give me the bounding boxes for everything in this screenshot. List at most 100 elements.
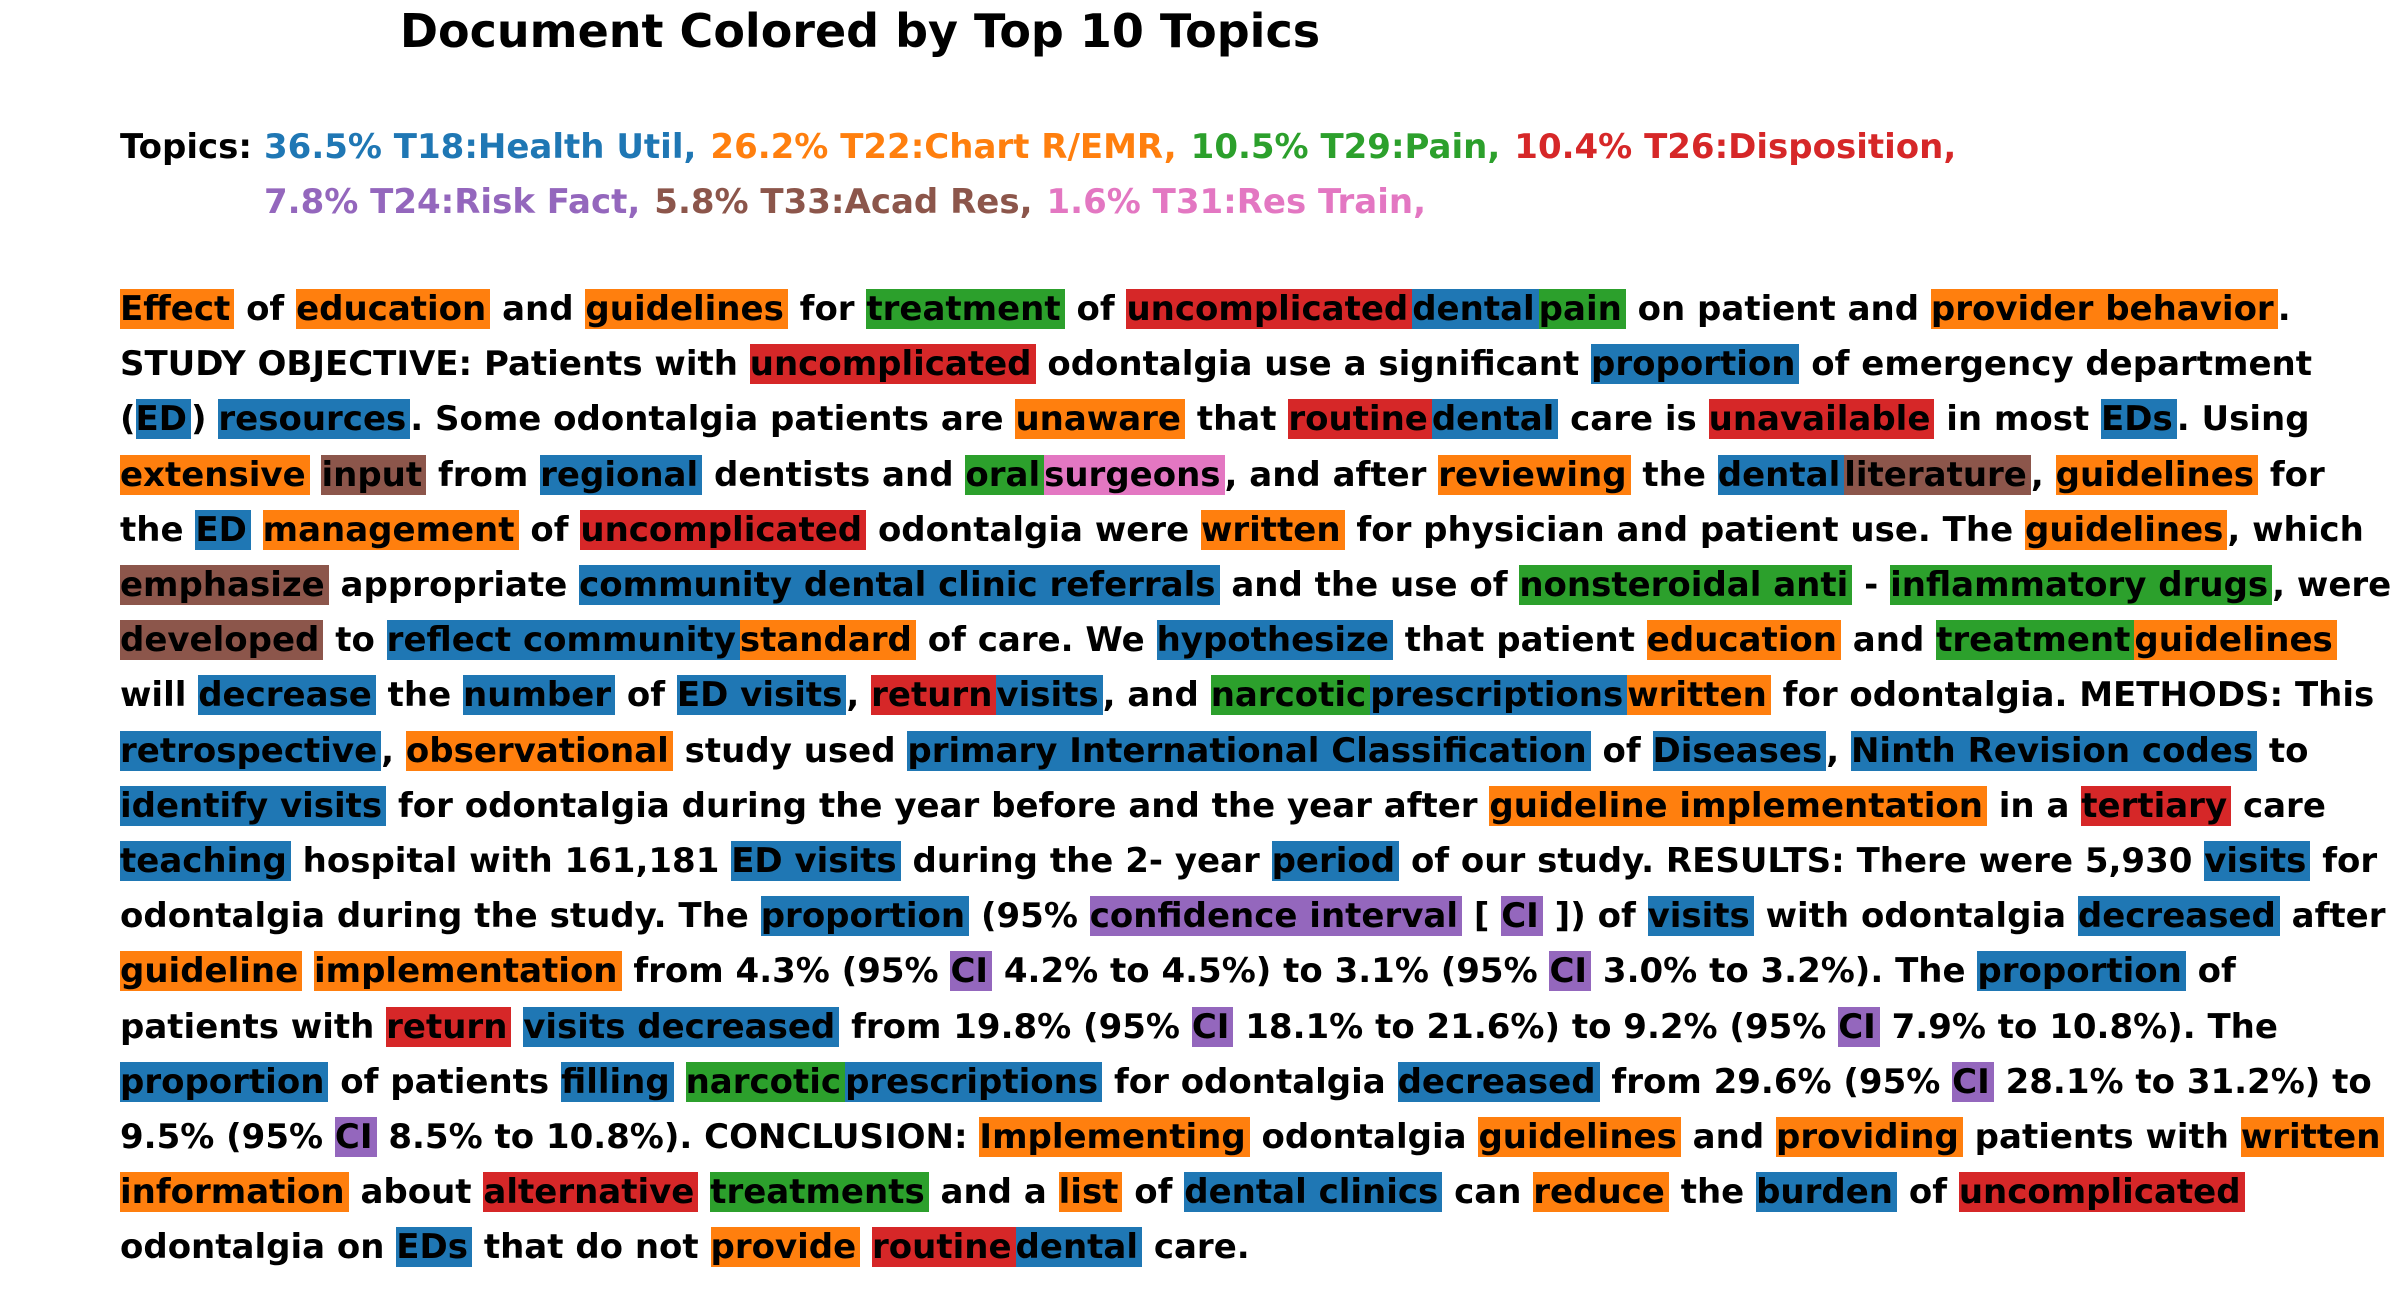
topic-highlight-orange: guidelines [2055,454,2259,495]
plain-text: of [615,675,677,716]
topic-highlight-blue: dental [1412,289,1539,329]
topic-highlight-purple: CI [1952,1061,1994,1102]
plain-text: . STUDY OBJECTIVE: Patients with [120,289,2291,385]
plain-text: of [234,289,297,329]
topic-highlight-green: pain [1538,289,1626,329]
topics-legend: Topics: 36.5% T18:Health Util, 26.2% T22:… [120,120,2350,230]
topic-highlight-orange: unaware [1015,399,1185,440]
plain-text: and a [928,1172,1059,1213]
plain-text: from [426,454,541,495]
topic-highlight-orange: guidelines [2134,620,2337,661]
plain-text [302,951,314,991]
topic-highlight-red: uncomplicated [1126,289,1413,329]
topic-highlight-blue: EDs [2101,399,2177,440]
topic-highlight-blue: burden [1756,1172,1897,1213]
plain-text: , [846,675,872,716]
topic-highlight-brown: literature [1844,454,2031,495]
plain-text: [ [1462,896,1502,937]
topic-highlight-brown: emphasize [120,565,329,606]
plain-text: that do not [471,1227,711,1268]
topic-highlight-blue: teaching [120,841,291,882]
topic-highlight-blue: prescriptions [1370,675,1628,716]
topic-highlight-blue: ED visits [731,841,901,882]
plain-text: in a [1986,785,2082,826]
plain-text: for physician and patient use. The [1344,509,2025,550]
topic-highlight-blue: visits [996,675,1103,716]
plain-text: to [2257,730,2309,771]
plain-text: hospital with 161,181 [290,841,732,882]
plain-text: , and after [1224,454,1439,495]
topic-highlight-blue: regional [540,454,703,495]
topic-highlight-orange: guideline [120,951,303,992]
topic-highlight-orange: implementation [314,951,622,992]
topic-highlight-blue: proportion [1977,951,2186,992]
topic-highlight-orange: reviewing [1438,454,1631,495]
plain-text: for odontalgia during the study. The [120,841,2378,937]
plain-text: of our study. RESULTS: There were 5,930 [1399,841,2205,882]
plain-text: the [1668,1172,1757,1213]
topic-highlight-orange: standard [739,620,916,661]
topic-highlight-orange: list [1058,1172,1123,1213]
plain-text: about [348,1172,484,1213]
plain-text: care is [1558,399,1709,440]
plain-text: , [1826,730,1851,771]
topic-highlight-blue: visits decreased [523,1006,840,1047]
topic-highlight-red: uncomplicated [580,509,867,550]
plain-text: 7.9% to 10.8%). The [1879,1006,2278,1047]
topic-highlight-purple: CI [1549,951,1592,992]
plain-text: the [375,675,464,716]
topic-highlight-orange: guidelines [585,289,788,329]
plain-text: for odontalgia [1102,1061,1398,1102]
topic-highlight-green: oral [965,454,1045,495]
topic-highlight-blue: visits [2204,841,2311,882]
plain-text: of patients with [120,951,2236,1047]
plain-text [698,1172,710,1212]
topic-highlight-blue: proportion [120,1061,329,1102]
plain-text: 3.0% to 3.2%). The [1591,951,1978,992]
plain-text: , [381,730,406,771]
plain-text [310,455,322,495]
topic-highlight-blue: reflect community [386,620,740,661]
topic-highlight-blue: dental [1431,399,1559,440]
topic-highlight-blue: EDs [396,1227,472,1268]
topic-highlight-orange: observational [405,730,673,771]
topic-highlight-brown: input [321,454,427,495]
topic-legend-entry: 1.6% T31:Res Train, [1046,182,1427,222]
topic-highlight-orange: written [1627,675,1771,716]
topic-highlight-green: narcotic [1210,675,1371,716]
topic-highlight-orange: provider behavior [1930,289,2278,329]
topic-highlight-blue: retrospective [120,730,382,771]
plain-text: , [2030,454,2056,495]
topics-list: 36.5% T18:Health Util, 26.2% T22:Chart R/… [264,120,2350,230]
topic-highlight-red: return [386,1006,512,1047]
topic-highlight-blue: dental [1015,1227,1142,1268]
plain-text: for [787,289,867,329]
plain-text: , were [2272,565,2392,606]
plain-text: - [1852,565,1891,606]
plain-text: 4.2% to 4.5%) to 3.1% (95% [992,951,1550,992]
plain-text: to [323,620,387,661]
plain-text: care [2231,785,2326,826]
plain-text: 8.5% to 10.8%). CONCLUSION: [376,1117,980,1158]
plain-text [674,1062,686,1102]
topic-highlight-blue: ED visits [676,675,847,716]
topic-legend-entry: 36.5% T18:Health Util, [264,127,697,167]
plain-text: 18.1% to 21.6%) to 9.2% (95% [1233,1006,1839,1047]
topic-highlight-brown: developed [120,620,324,661]
plain-text: odontalgia [1249,1117,1479,1158]
plain-text: (95% [969,896,1090,937]
plain-text: and the use of [1219,565,1520,606]
topic-highlight-blue: decreased [2077,896,2280,937]
topic-legend-entry: 10.5% T29:Pain, [1190,127,1501,167]
topic-highlight-red: return [871,675,997,716]
plain-text: the [1630,454,1718,495]
plain-text: of care. We [915,620,1157,661]
topic-highlight-red: routine [872,1227,1016,1268]
topic-highlight-blue: dental [1717,454,1845,495]
topic-highlight-red: routine [1288,399,1432,440]
plain-text: and [1680,1117,1777,1158]
topic-highlight-blue: number [463,675,616,716]
plain-text: for odontalgia during the year before an… [386,785,1490,826]
topic-highlight-orange: guideline implementation [1489,785,1987,826]
topic-highlight-green: nonsteroidal anti [1519,565,1853,606]
